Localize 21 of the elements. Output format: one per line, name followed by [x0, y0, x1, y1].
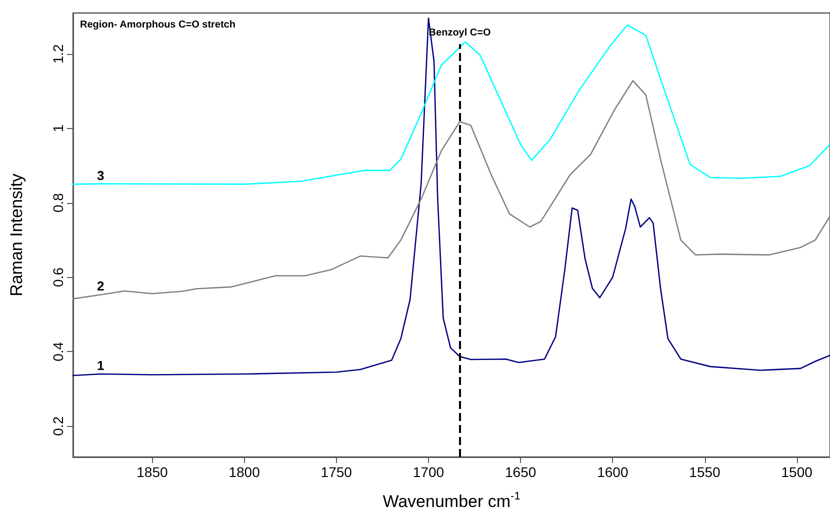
x-tick-label: 1850 [136, 464, 168, 480]
series-label: 2 [97, 278, 104, 294]
x-tick-label: 1600 [597, 464, 628, 480]
y-tick-label: 0.2 [50, 416, 66, 436]
y-tick-label: 1 [50, 124, 66, 132]
y-axis-title: Raman Intensity [7, 173, 26, 296]
x-tick-label: 1550 [689, 464, 721, 480]
series-label: 1 [97, 358, 104, 374]
line-series [72, 18, 830, 376]
y-tick-label: 1.2 [50, 44, 66, 64]
x-tick-label: 1500 [781, 464, 813, 480]
x-tick-label: 1650 [504, 464, 536, 480]
y-tick-label: 0.4 [50, 342, 66, 362]
y-tick-label: 0.8 [50, 192, 66, 213]
x-tick-label: 1800 [228, 464, 260, 480]
annotation: Region- Amorphous C=O stretch [80, 20, 236, 30]
x-tick-label: 1700 [412, 464, 444, 480]
line-series [72, 80, 830, 300]
series-label: 3 [97, 168, 104, 183]
y-tick-label: 0.6 [50, 267, 66, 287]
x-tick-label: 1750 [320, 464, 352, 480]
